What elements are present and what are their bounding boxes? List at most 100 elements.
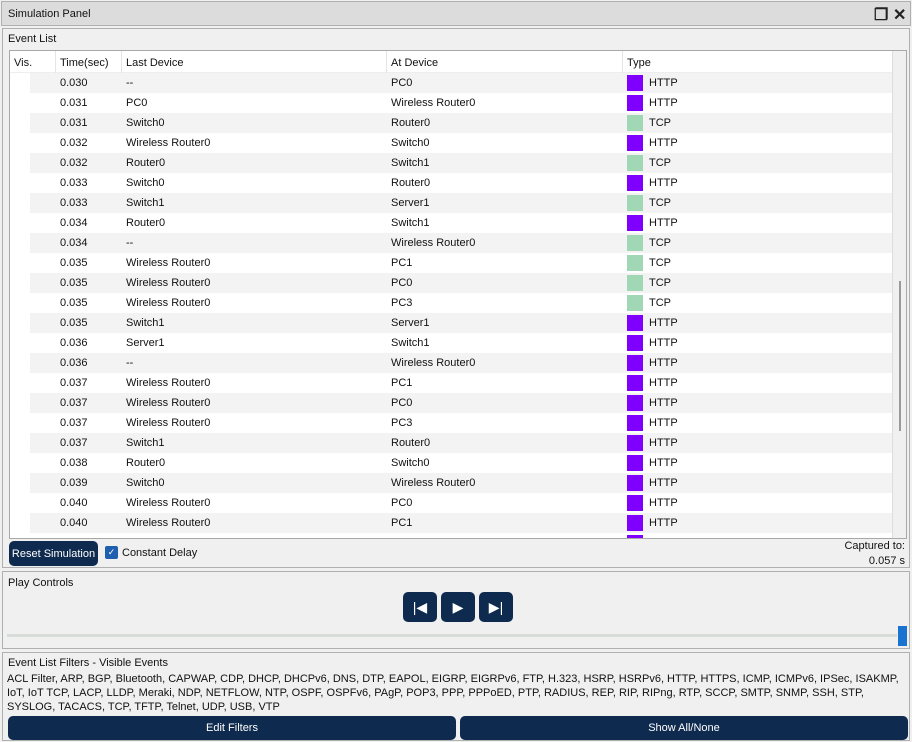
table-row[interactable]: 0.037 Switch1 Router0 HTTP <box>10 433 892 453</box>
table-row[interactable]: 0.037 Wireless Router0 PC0 HTTP <box>10 393 892 413</box>
table-row[interactable]: 0.035 Switch1 Server1 HTTP <box>10 313 892 333</box>
play-controls-panel: Play Controls |◀ ▶ ▶| <box>2 571 910 649</box>
col-at-device[interactable]: At Device <box>387 51 623 73</box>
type-cell: HTTP <box>649 477 678 489</box>
show-all-none-button[interactable]: Show All/None <box>460 716 908 740</box>
table-row[interactable]: 0.031 PC0 Wireless Router0 HTTP <box>10 93 892 113</box>
time-cell: 0.035 <box>60 317 88 329</box>
last-device-cell: -- <box>126 357 134 369</box>
last-device-cell: Server1 <box>126 337 165 349</box>
last-device-cell: Switch1 <box>126 317 165 329</box>
table-row[interactable]: 0.040 Wireless Router0 PC1 HTTP <box>10 513 892 533</box>
col-last-device[interactable]: Last Device <box>122 51 387 73</box>
type-cell: HTTP <box>649 377 678 389</box>
constant-delay-label: Constant Delay <box>122 547 198 559</box>
table-row[interactable]: 0.030 -- PC0 HTTP <box>10 73 892 93</box>
type-color-swatch <box>627 215 643 231</box>
col-time[interactable]: Time(sec) <box>56 51 122 73</box>
at-device-cell: Server1 <box>391 197 430 209</box>
at-device-cell: PC0 <box>391 497 413 509</box>
at-device-cell: Router0 <box>391 437 431 449</box>
time-cell: 0.040 <box>60 517 88 529</box>
at-device-cell: Switch1 <box>391 217 430 229</box>
time-cell: 0.037 <box>60 397 88 409</box>
at-device-cell: Switch1 <box>391 157 430 169</box>
type-cell: HTTP <box>649 97 678 109</box>
table-row[interactable]: 0.035 Wireless Router0 PC1 TCP <box>10 253 892 273</box>
type-cell: HTTP <box>649 437 678 449</box>
table-row[interactable]: 0.032 Wireless Router0 Switch0 HTTP <box>10 133 892 153</box>
last-device-cell: Wireless Router0 <box>126 497 211 509</box>
type-cell: HTTP <box>649 397 678 409</box>
time-cell: 0.040 <box>60 497 88 509</box>
event-table: Vis. Time(sec) Last Device At Device Typ… <box>9 50 907 539</box>
type-color-swatch <box>627 195 643 211</box>
table-row[interactable]: 0.037 Wireless Router0 PC3 HTTP <box>10 413 892 433</box>
step-forward-icon[interactable]: ▶| <box>479 592 513 622</box>
type-color-swatch <box>627 315 643 331</box>
last-device-cell: PC0 <box>126 97 148 109</box>
type-color-swatch <box>627 515 643 531</box>
table-row[interactable]: 0.036 -- Wireless Router0 HTTP <box>10 353 892 373</box>
restore-icon[interactable]: ❐ <box>874 7 889 24</box>
type-color-swatch <box>627 295 643 311</box>
reset-simulation-button[interactable]: Reset Simulation <box>9 541 98 566</box>
table-row[interactable]: 0.033 Switch1 Server1 TCP <box>10 193 892 213</box>
visible-events-list: ACL Filter, ARP, BGP, Bluetooth, CAPWAP,… <box>7 673 899 713</box>
vertical-scrollbar[interactable] <box>892 51 906 538</box>
table-row[interactable]: 0.039 Switch0 Wireless Router0 HTTP <box>10 473 892 493</box>
last-device-cell: Switch0 <box>126 117 165 129</box>
type-color-swatch <box>627 175 643 191</box>
event-list-label: Event List <box>8 33 57 45</box>
edit-filters-button[interactable]: Edit Filters <box>8 716 456 740</box>
type-cell: TCP <box>649 277 671 289</box>
table-row[interactable]: 0.035 Wireless Router0 PC3 TCP <box>10 293 892 313</box>
type-cell: HTTP <box>649 137 678 149</box>
table-row[interactable]: 0.037 Wireless Router0 PC1 HTTP <box>10 373 892 393</box>
time-cell: 0.037 <box>60 377 88 389</box>
time-cell: 0.034 <box>60 237 88 249</box>
time-cell: 0.032 <box>60 137 88 149</box>
constant-delay-checkbox[interactable]: ✓ <box>105 546 118 559</box>
table-row[interactable]: 0.034 Router0 Switch1 HTTP <box>10 213 892 233</box>
type-color-swatch <box>627 275 643 291</box>
last-device-cell: Wireless Router0 <box>126 417 211 429</box>
at-device-cell: Wireless Router0 <box>391 477 476 489</box>
last-device-cell: Wireless Router0 <box>126 257 211 269</box>
time-cell: 0.031 <box>60 117 88 129</box>
table-header: Vis. Time(sec) Last Device At Device Typ… <box>10 51 892 73</box>
table-row[interactable]: 0.031 Switch0 Router0 TCP <box>10 113 892 133</box>
scroll-thumb[interactable] <box>899 281 901 431</box>
table-row[interactable]: 0.036 Server1 Switch1 HTTP <box>10 333 892 353</box>
play-controls-label: Play Controls <box>8 577 74 589</box>
close-icon[interactable]: ✕ <box>893 7 907 24</box>
type-color-swatch <box>627 455 643 471</box>
type-color-swatch <box>627 435 643 451</box>
type-cell: HTTP <box>649 497 678 509</box>
captured-value: 0.057 s <box>868 555 905 567</box>
table-row[interactable]: 0.035 Wireless Router0 PC0 TCP <box>10 273 892 293</box>
at-device-cell: Wireless Router0 <box>391 357 476 369</box>
type-color-swatch <box>627 255 643 271</box>
col-type[interactable]: Type <box>627 57 651 69</box>
table-row[interactable]: 0.040 Wireless Router0 PC0 HTTP <box>10 493 892 513</box>
step-back-icon[interactable]: |◀ <box>403 592 437 622</box>
time-cell: 0.035 <box>60 257 88 269</box>
table-row[interactable]: 0.033 Switch0 Router0 HTTP <box>10 173 892 193</box>
playback-slider-track[interactable] <box>7 634 897 637</box>
table-row[interactable]: 0.038 Router0 Switch0 HTTP <box>10 453 892 473</box>
type-cell: HTTP <box>649 217 678 229</box>
play-icon[interactable]: ▶ <box>441 592 475 622</box>
type-cell: HTTP <box>649 457 678 469</box>
table-row[interactable] <box>10 533 892 538</box>
at-device-cell: Switch0 <box>391 457 430 469</box>
table-row[interactable]: 0.034 -- Wireless Router0 TCP <box>10 233 892 253</box>
table-row[interactable]: 0.032 Router0 Switch1 TCP <box>10 153 892 173</box>
last-device-cell: Router0 <box>126 457 166 469</box>
col-vis[interactable]: Vis. <box>10 51 56 73</box>
type-cell: HTTP <box>649 317 678 329</box>
last-device-cell: Wireless Router0 <box>126 137 211 149</box>
time-cell: 0.031 <box>60 97 88 109</box>
playback-slider-thumb[interactable] <box>898 626 907 646</box>
time-cell: 0.038 <box>60 457 88 469</box>
